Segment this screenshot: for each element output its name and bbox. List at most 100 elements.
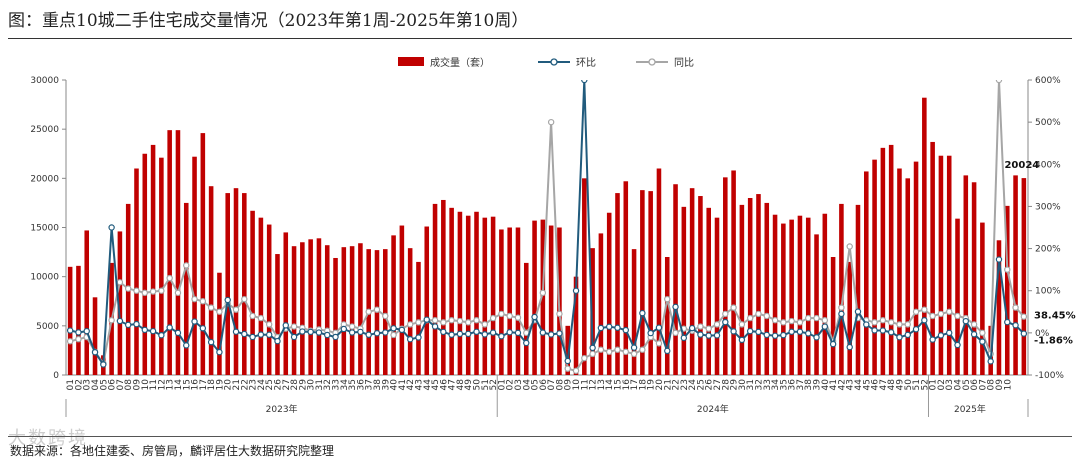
left-axis-tick-label: 5000 (36, 322, 59, 332)
yoy-point (738, 321, 746, 328)
yoy-point (746, 314, 754, 322)
yoy-last-label: 38.45% (1034, 311, 1076, 322)
yoy-point (904, 321, 911, 328)
x-tick-label: 27 (282, 379, 292, 390)
volume-bar (747, 198, 753, 375)
x-tick-label: 40 (390, 379, 400, 391)
mom-point (871, 327, 878, 334)
volume-bar (631, 249, 637, 375)
volume-bar (623, 181, 629, 375)
volume-bar (731, 170, 736, 375)
x-tick-label: 46 (871, 379, 881, 391)
x-tick-label: 03 (945, 379, 955, 390)
volume-bar (1004, 205, 1010, 375)
x-tick-label: 22 (672, 379, 682, 390)
x-tick-label: 48 (456, 379, 466, 391)
x-tick-label: 20 (655, 379, 665, 391)
mom-point (315, 329, 323, 336)
yoy-point (788, 317, 795, 325)
mom-point (946, 329, 953, 337)
mom-point (647, 329, 654, 337)
legend-volume-swatch (398, 57, 424, 66)
mom-point (216, 348, 223, 356)
mom-point (805, 330, 812, 337)
x-tick-label: 09 (132, 379, 142, 391)
x-tick-label: 25 (696, 379, 706, 390)
x-tick-label: 43 (414, 379, 424, 390)
volume-bar (598, 233, 604, 375)
mom-point (838, 310, 845, 318)
yoy-point (730, 304, 737, 311)
volume-bar (441, 199, 446, 375)
yoy-point (796, 319, 804, 326)
volume-bar (84, 230, 90, 375)
yoy-point (473, 317, 480, 324)
x-tick-label: 01 (497, 379, 507, 390)
mom-point (274, 337, 281, 345)
x-tick-label: 52 (920, 379, 930, 390)
yoy-point (290, 323, 298, 330)
x-tick-label: 01 (66, 379, 76, 390)
volume-bar (507, 227, 512, 375)
mom-point (100, 361, 107, 368)
volume-bar (300, 242, 305, 375)
yoy-point (183, 262, 190, 269)
left-axis-tick-label: 30000 (30, 76, 59, 86)
volume-bar (946, 155, 952, 375)
yoy-point (415, 319, 422, 326)
volume-bar (474, 211, 479, 375)
mom-point (282, 322, 289, 329)
watermark-logo: 大数跨境 (8, 428, 88, 449)
volume-bar (333, 257, 338, 375)
mom-point (614, 324, 621, 331)
yoy-point (489, 314, 497, 322)
volume-bar (175, 130, 181, 375)
volume-bar (980, 222, 985, 375)
x-tick-label: 35 (348, 379, 358, 390)
volume-bar (349, 246, 355, 375)
x-tick-label: 24 (257, 379, 267, 391)
mom-point (664, 347, 671, 355)
yoy-point (348, 323, 356, 330)
volume-bar (689, 188, 695, 375)
volume-bar (416, 261, 421, 375)
mom-point (91, 349, 99, 356)
volume-bar (457, 211, 463, 375)
volume-bar (275, 254, 280, 375)
chart-legend: 成交量（套） 环比 同比 (398, 56, 694, 69)
legend-yoy-marker (648, 58, 656, 66)
mom-point (597, 324, 605, 332)
volume-bar (913, 161, 919, 375)
yoy-point (158, 287, 165, 294)
title-divider (8, 38, 1072, 39)
yoy-point (406, 321, 414, 328)
volume-bar (872, 159, 877, 375)
yoy-point (382, 312, 389, 320)
x-tick-label: 06 (539, 379, 549, 391)
volume-bar (706, 207, 711, 375)
mom-point (523, 339, 530, 347)
x-tick-label: 33 (332, 379, 342, 390)
volume-bar (192, 156, 197, 375)
mom-point (1004, 318, 1011, 326)
mom-point (473, 328, 480, 336)
mom-point (158, 332, 165, 339)
mom-point (506, 329, 513, 336)
volume-bar (822, 213, 828, 375)
x-tick-label: 05 (99, 379, 109, 390)
yoy-point (838, 304, 845, 311)
left-axis-tick-label: 15000 (30, 224, 59, 234)
x-tick-label: 07 (116, 379, 126, 390)
x-tick-label: 10 (1003, 379, 1013, 391)
volume-bar (648, 191, 653, 375)
chart-svg: 050001000015000200002500030000-100%0%100… (30, 56, 1076, 417)
volume-bar (291, 246, 297, 375)
volume-bar (76, 265, 81, 375)
yoy-point (879, 317, 887, 324)
mom-point (415, 334, 422, 341)
volume-bar (316, 238, 322, 375)
x-tick-label: 29 (298, 379, 308, 391)
mom-point (398, 326, 406, 334)
volume-bar (855, 204, 861, 375)
x-tick-label: 18 (207, 379, 217, 391)
